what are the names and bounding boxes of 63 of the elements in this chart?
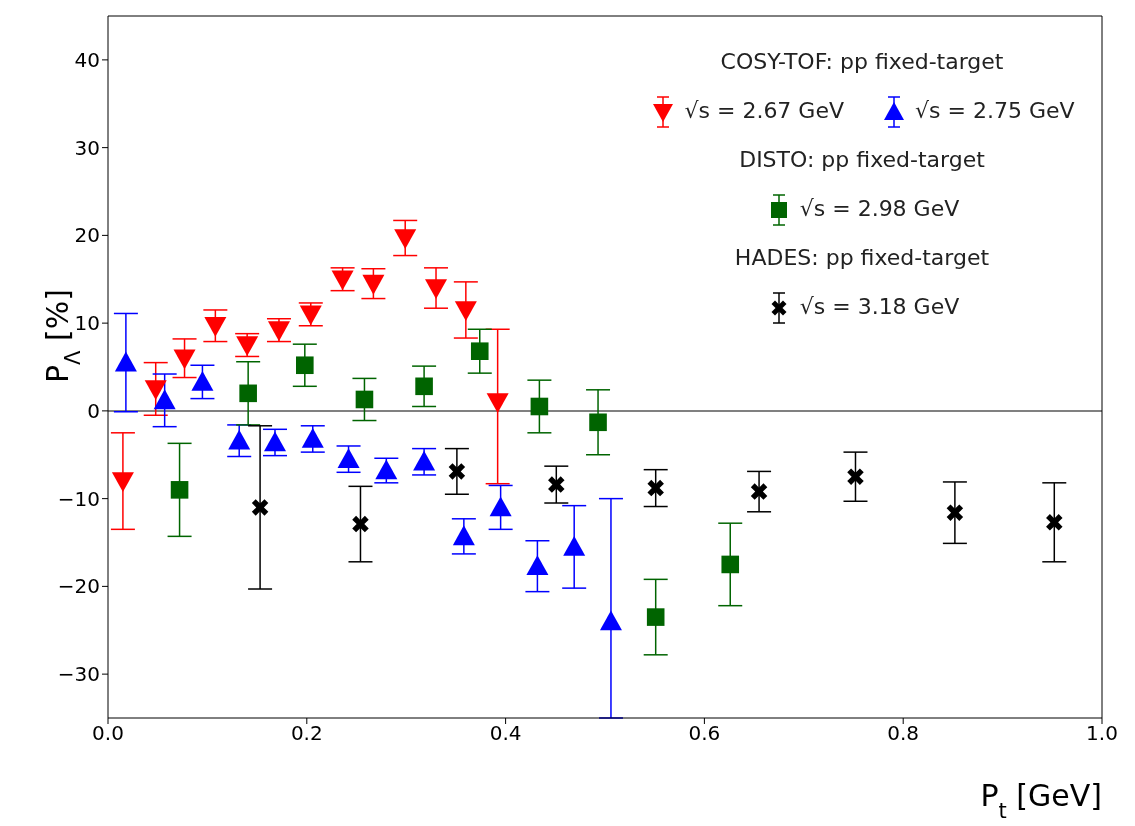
point bbox=[486, 393, 509, 414]
point bbox=[362, 274, 385, 295]
x-tick-label: 0.4 bbox=[489, 721, 522, 746]
point bbox=[448, 463, 466, 480]
point bbox=[413, 450, 436, 471]
point bbox=[548, 476, 565, 493]
point bbox=[153, 389, 176, 410]
annotation: HADES: pp fixed-target bbox=[733, 244, 991, 272]
y-tick-label: 30 bbox=[74, 135, 100, 160]
point bbox=[470, 342, 489, 361]
point bbox=[489, 496, 512, 517]
y-tick-label: 20 bbox=[74, 223, 100, 248]
legend-label: √s = 2.98 GeV bbox=[798, 196, 960, 221]
point bbox=[355, 390, 374, 409]
point bbox=[191, 370, 214, 391]
x-tick-label: 0.6 bbox=[688, 721, 721, 746]
point bbox=[114, 351, 137, 372]
point bbox=[337, 448, 360, 468]
point bbox=[204, 316, 227, 337]
point bbox=[946, 504, 964, 521]
x-tick-label: 0.0 bbox=[92, 721, 124, 746]
y-tick-label: −10 bbox=[57, 486, 100, 511]
x-axis-title: P$_{t}$ [GeV] bbox=[980, 778, 1102, 823]
y-tick-label: −30 bbox=[57, 662, 100, 687]
point bbox=[251, 499, 269, 516]
y-tick-label: −20 bbox=[57, 574, 100, 599]
point bbox=[1046, 514, 1063, 531]
point bbox=[263, 431, 286, 452]
point bbox=[563, 535, 586, 556]
legend-label: √s = 3.18 GeV bbox=[798, 294, 960, 319]
point bbox=[239, 384, 257, 403]
point bbox=[296, 356, 314, 375]
legend-label: √s = 2.75 GeV bbox=[914, 98, 1075, 123]
point bbox=[228, 429, 251, 450]
point bbox=[721, 555, 740, 574]
y-tick-label: 40 bbox=[74, 47, 100, 72]
point bbox=[352, 515, 369, 533]
point bbox=[847, 468, 864, 485]
point bbox=[646, 608, 665, 626]
point bbox=[750, 483, 768, 500]
legend-label: √s = 2.67 GeV bbox=[683, 98, 844, 123]
point bbox=[173, 349, 196, 370]
point bbox=[454, 301, 477, 321]
point bbox=[111, 472, 134, 493]
point bbox=[301, 427, 324, 448]
y-tick-label: 0 bbox=[87, 398, 100, 423]
y-tick-label: 10 bbox=[74, 311, 100, 336]
point bbox=[452, 525, 475, 546]
point bbox=[170, 481, 189, 499]
annotation: COSY-TOF: pp fixed-target bbox=[719, 48, 1005, 76]
point bbox=[599, 610, 622, 631]
x-tick-label: 0.2 bbox=[290, 721, 323, 746]
point bbox=[589, 413, 607, 432]
x-tick-label: 0.8 bbox=[887, 721, 920, 746]
point bbox=[425, 279, 448, 300]
annotation: DISTO: pp fixed-target bbox=[738, 146, 986, 174]
point bbox=[415, 377, 433, 396]
point bbox=[526, 555, 549, 575]
point bbox=[647, 479, 664, 497]
point bbox=[530, 397, 549, 416]
x-tick-label: 1.0 bbox=[1086, 721, 1118, 746]
point bbox=[144, 380, 167, 400]
point bbox=[394, 229, 417, 250]
